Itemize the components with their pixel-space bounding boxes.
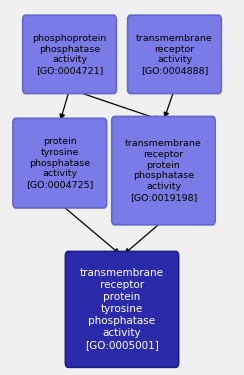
FancyBboxPatch shape	[13, 118, 107, 208]
FancyBboxPatch shape	[23, 15, 116, 94]
FancyBboxPatch shape	[65, 251, 179, 368]
FancyBboxPatch shape	[128, 15, 221, 94]
Text: protein
tyrosine
phosphatase
activity
[GO:0004725]: protein tyrosine phosphatase activity [G…	[26, 137, 93, 189]
Text: transmembrane
receptor
protein
phosphatase
activity
[GO:0019198]: transmembrane receptor protein phosphata…	[125, 139, 202, 202]
Text: phosphoprotein
phosphatase
activity
[GO:0004721]: phosphoprotein phosphatase activity [GO:…	[32, 34, 107, 75]
Text: transmembrane
receptor
protein
tyrosine
phosphatase
activity
[GO:0005001]: transmembrane receptor protein tyrosine …	[80, 268, 164, 350]
Text: transmembrane
receptor
activity
[GO:0004888]: transmembrane receptor activity [GO:0004…	[136, 34, 213, 75]
FancyBboxPatch shape	[112, 116, 215, 225]
